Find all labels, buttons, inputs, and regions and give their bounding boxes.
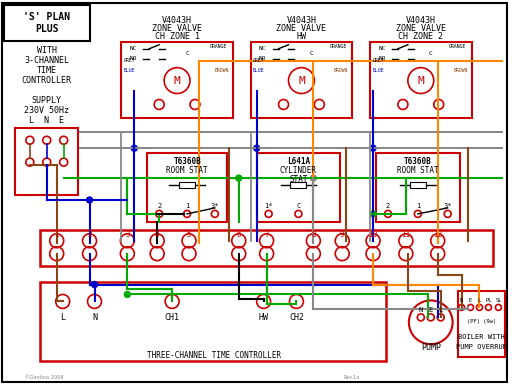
Text: PUMP OVERRUN: PUMP OVERRUN [456, 344, 507, 350]
Text: L: L [439, 307, 443, 313]
Text: BOILER WITH: BOILER WITH [458, 334, 505, 340]
Circle shape [370, 211, 376, 217]
Text: ZONE VALVE: ZONE VALVE [396, 24, 446, 33]
Text: 3*: 3* [210, 203, 219, 209]
Text: NO: NO [378, 56, 386, 61]
Text: 230V 50Hz: 230V 50Hz [24, 106, 69, 115]
Text: 3*: 3* [443, 203, 452, 209]
Text: 5: 5 [187, 230, 191, 239]
Text: M: M [298, 75, 305, 85]
Text: 12: 12 [433, 230, 442, 239]
Text: L641A: L641A [287, 157, 310, 166]
Text: C: C [185, 51, 189, 56]
Text: ROOM STAT: ROOM STAT [397, 166, 439, 175]
Text: 3: 3 [125, 230, 130, 239]
Text: BLUE: BLUE [253, 68, 264, 73]
Text: NC: NC [259, 46, 266, 51]
Text: BROWN: BROWN [215, 68, 229, 73]
Text: NO: NO [259, 56, 266, 61]
Text: 2: 2 [157, 203, 161, 209]
Text: T6360B: T6360B [404, 157, 432, 166]
Text: ORANGE: ORANGE [210, 44, 227, 49]
Text: PLUS: PLUS [35, 24, 58, 34]
Circle shape [370, 145, 376, 151]
Text: BROWN: BROWN [454, 68, 468, 73]
Text: 'S' PLAN: 'S' PLAN [23, 12, 70, 22]
Text: 3-CHANNEL: 3-CHANNEL [24, 56, 69, 65]
Text: 9: 9 [340, 230, 345, 239]
Text: NC: NC [130, 46, 137, 51]
Text: CYLINDER: CYLINDER [280, 166, 317, 175]
Text: V4043H: V4043H [162, 17, 192, 25]
Circle shape [236, 175, 242, 181]
Text: CH1: CH1 [164, 313, 180, 322]
Circle shape [87, 197, 93, 203]
Text: E: E [469, 298, 472, 303]
Text: C: C [309, 51, 313, 56]
Text: 1: 1 [54, 230, 59, 239]
Text: THREE-CHANNEL TIME CONTROLLER: THREE-CHANNEL TIME CONTROLLER [147, 351, 281, 360]
Text: L: L [60, 313, 65, 322]
Text: WITH: WITH [37, 46, 57, 55]
Text: M: M [174, 75, 180, 85]
Text: ZONE VALVE: ZONE VALVE [152, 24, 202, 33]
Text: 10: 10 [369, 230, 378, 239]
Text: 2: 2 [87, 230, 92, 239]
Text: ROOM STAT: ROOM STAT [166, 166, 208, 175]
Text: 4: 4 [155, 230, 160, 239]
Circle shape [124, 291, 131, 298]
Circle shape [92, 281, 97, 288]
Text: N: N [460, 298, 463, 303]
Text: STAT: STAT [289, 174, 308, 184]
Text: NO: NO [130, 56, 137, 61]
Text: L  N  E: L N E [29, 116, 64, 125]
Text: PUMP: PUMP [421, 343, 441, 352]
Text: ZONE VALVE: ZONE VALVE [276, 24, 327, 33]
Text: (PF) (9w): (PF) (9w) [467, 319, 496, 324]
Text: 8: 8 [311, 230, 316, 239]
Text: 11: 11 [401, 230, 411, 239]
Text: E: E [429, 307, 433, 313]
Circle shape [310, 175, 316, 181]
Circle shape [131, 145, 137, 151]
Text: ORANGE: ORANGE [330, 44, 347, 49]
Text: TIME: TIME [37, 66, 57, 75]
Text: V4043H: V4043H [286, 17, 316, 25]
Text: PL: PL [485, 298, 492, 303]
Text: GREY: GREY [253, 58, 264, 63]
Text: T6360B: T6360B [173, 157, 201, 166]
Text: 1: 1 [185, 203, 189, 209]
Text: SUPPLY: SUPPLY [32, 96, 62, 105]
Text: HW: HW [259, 313, 269, 322]
Circle shape [253, 145, 260, 151]
Text: BLUE: BLUE [123, 68, 135, 73]
Text: 1*: 1* [264, 203, 273, 209]
Text: ORANGE: ORANGE [449, 44, 466, 49]
Text: CONTROLLER: CONTROLLER [22, 76, 72, 85]
Text: C: C [296, 203, 301, 209]
Text: CH ZONE 1: CH ZONE 1 [155, 32, 200, 41]
Text: 1: 1 [416, 203, 420, 209]
Text: CH2: CH2 [289, 313, 304, 322]
Text: M: M [417, 75, 424, 85]
Text: GREY: GREY [123, 58, 135, 63]
Text: Rev.1a: Rev.1a [343, 375, 359, 380]
Text: BLUE: BLUE [372, 68, 384, 73]
Text: BROWN: BROWN [334, 68, 348, 73]
Text: 7: 7 [264, 230, 269, 239]
Text: N: N [92, 313, 97, 322]
Text: SL: SL [495, 298, 502, 303]
Text: 6: 6 [237, 230, 241, 239]
Text: GREY: GREY [372, 58, 384, 63]
Text: C: C [429, 51, 433, 56]
Text: CH ZONE 2: CH ZONE 2 [398, 32, 443, 41]
Text: HW: HW [296, 32, 306, 41]
Text: N: N [419, 307, 423, 313]
Text: NC: NC [378, 46, 386, 51]
Text: L: L [478, 298, 481, 303]
Text: 2: 2 [386, 203, 390, 209]
Text: V4043H: V4043H [406, 17, 436, 25]
Text: ©Danfoss 2008: ©Danfoss 2008 [25, 375, 63, 380]
